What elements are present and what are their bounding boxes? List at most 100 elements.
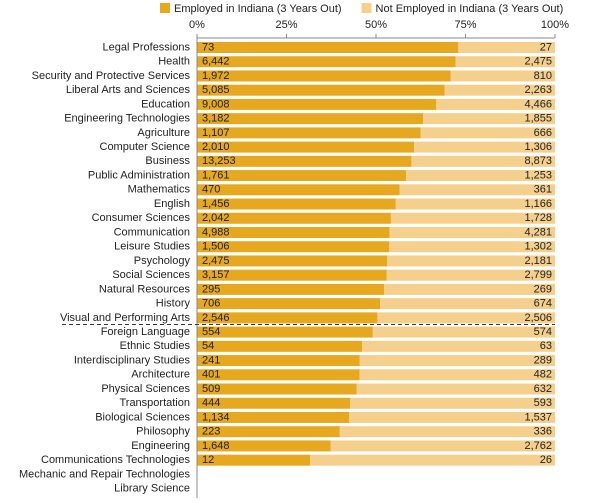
data-label: 482 <box>534 369 552 381</box>
data-label: 810 <box>534 70 552 82</box>
bar-segment <box>197 184 400 196</box>
data-label: 289 <box>534 354 552 366</box>
y-tick-label: Health <box>158 56 190 68</box>
bar-segment <box>406 170 555 182</box>
data-label: 3,182 <box>202 113 230 125</box>
bar-segment <box>359 369 555 381</box>
y-tick-label: Transportation <box>119 397 190 409</box>
y-tick-label: Mechanic and Repair Technologies <box>19 468 191 480</box>
bar-segment <box>197 411 349 423</box>
bar-segment <box>372 326 555 338</box>
y-tick-label: Biological Sciences <box>95 411 190 423</box>
bar-segment <box>356 383 555 395</box>
data-label: 2,475 <box>202 255 230 267</box>
bar-segment <box>362 340 555 352</box>
data-label: 1,506 <box>202 241 230 253</box>
y-tick-label: Natural Resources <box>99 283 191 295</box>
data-label: 574 <box>534 326 552 338</box>
data-label: 1,761 <box>202 169 230 181</box>
bar-segment <box>197 269 387 281</box>
data-label: 295 <box>202 283 220 295</box>
x-tick-label: 50% <box>365 19 387 31</box>
legend-swatch <box>160 3 170 13</box>
data-label: 509 <box>202 383 220 395</box>
y-tick-label: Computer Science <box>100 141 191 153</box>
bar-segment <box>411 155 555 167</box>
bar-segment <box>330 440 555 452</box>
y-tick-label: Liberal Arts and Sciences <box>66 84 191 96</box>
data-label: 706 <box>202 298 220 310</box>
bar-segment <box>348 411 555 423</box>
y-tick-label: Public Administration <box>88 169 190 181</box>
y-tick-label: Architecture <box>131 369 190 381</box>
bar-segment <box>197 127 421 139</box>
data-label: 554 <box>202 326 220 338</box>
bar-segment <box>414 141 555 153</box>
x-tick-label: 0% <box>189 19 205 31</box>
y-tick-label: Foreign Language <box>101 326 190 338</box>
data-label: 1,134 <box>202 411 230 423</box>
data-label: 223 <box>202 426 220 438</box>
data-label: 361 <box>534 184 552 196</box>
data-label: 666 <box>534 127 552 139</box>
bar-segment <box>389 241 555 253</box>
y-tick-label: Physical Sciences <box>101 383 190 395</box>
y-tick-label: Leisure Studies <box>114 241 190 253</box>
bar-segment <box>423 113 555 125</box>
data-label: 9,008 <box>202 98 230 110</box>
bar-segment <box>420 127 555 139</box>
data-label: 1,728 <box>524 212 552 224</box>
data-label: 336 <box>534 426 552 438</box>
data-label: 1,253 <box>524 169 552 181</box>
bar-segment <box>197 155 412 167</box>
data-label: 63 <box>540 340 552 352</box>
x-tick-label: 75% <box>454 19 476 31</box>
bar-segment <box>197 241 390 253</box>
data-label: 13,253 <box>202 155 236 167</box>
y-tick-label: Philosophy <box>136 426 190 438</box>
data-label: 241 <box>202 354 220 366</box>
data-label: 12 <box>202 454 214 466</box>
x-tick-label: 100% <box>541 19 569 31</box>
bar-segment <box>197 226 390 238</box>
bar-segment <box>197 141 415 153</box>
bar-segment <box>197 42 459 53</box>
y-tick-label: Business <box>145 155 190 167</box>
bar-segment <box>390 212 555 224</box>
data-label: 2,263 <box>524 84 552 96</box>
bar-segment <box>197 113 424 125</box>
bar-segment <box>197 283 385 295</box>
bar-segment <box>384 283 555 295</box>
data-label: 444 <box>202 397 220 409</box>
y-tick-label: English <box>154 198 190 210</box>
bar-segment <box>197 255 388 267</box>
y-tick-label: Interdisciplinary Studies <box>74 354 191 366</box>
data-label: 2,799 <box>524 269 552 281</box>
y-tick-label: Legal Professions <box>103 41 191 53</box>
data-label: 2,042 <box>202 212 230 224</box>
bar-segment <box>386 269 555 281</box>
data-label: 2,546 <box>202 312 230 324</box>
y-tick-label: Engineering Technologies <box>64 113 190 125</box>
bar-segment <box>389 226 555 238</box>
data-label: 1,302 <box>524 241 552 253</box>
data-label: 2,181 <box>524 255 552 267</box>
bar-segment <box>197 355 360 367</box>
data-label: 269 <box>534 283 552 295</box>
data-label: 4,281 <box>524 226 552 238</box>
bar-segment <box>197 56 456 68</box>
data-label: 54 <box>202 340 214 352</box>
data-label: 2,506 <box>524 312 552 324</box>
bar-segment <box>387 255 555 267</box>
bar-segment <box>197 383 357 395</box>
data-label: 674 <box>534 298 552 310</box>
data-label: 2,010 <box>202 141 230 153</box>
data-label: 470 <box>202 184 220 196</box>
bar-segment <box>450 70 555 82</box>
y-tick-label: Education <box>141 98 190 110</box>
y-tick-label: Security and Protective Services <box>32 70 191 82</box>
data-label: 1,107 <box>202 127 230 139</box>
bar-segment <box>310 454 555 466</box>
data-label: 4,988 <box>202 226 230 238</box>
